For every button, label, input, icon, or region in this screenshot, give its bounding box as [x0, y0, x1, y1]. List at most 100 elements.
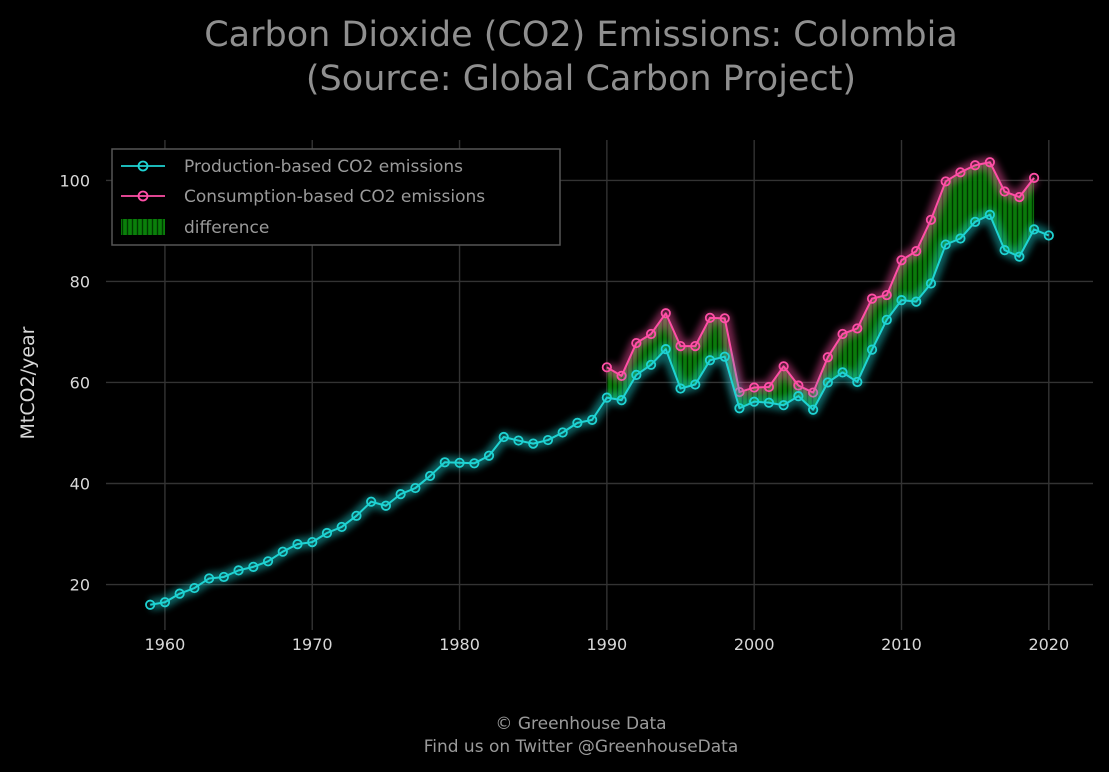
footer-copyright: © Greenhouse Data	[495, 714, 666, 734]
production-point	[837, 367, 848, 378]
legend-label-difference: difference	[184, 218, 269, 238]
production-point	[601, 392, 612, 403]
consumption-point	[601, 362, 612, 373]
consumption-point	[1014, 191, 1025, 203]
consumption-point	[763, 381, 775, 393]
consumption-point	[837, 328, 848, 340]
consumption-point	[822, 352, 833, 363]
production-point	[587, 414, 598, 425]
consumption-point	[896, 255, 907, 266]
production-point	[469, 458, 480, 469]
production-point	[159, 597, 171, 608]
production-point	[822, 377, 833, 388]
legend-entry-consumption: Consumption-based CO2 emissions	[121, 187, 485, 207]
production-point	[336, 521, 347, 533]
production-point	[557, 427, 568, 438]
legend-label-production: Production-based CO2 emissions	[184, 157, 463, 177]
production-point	[955, 233, 966, 244]
consumption-point	[970, 160, 981, 171]
consumption-point	[616, 370, 627, 382]
production-point	[248, 561, 259, 572]
production-point	[513, 435, 524, 446]
production-point	[866, 344, 878, 355]
legend-label-consumption: Consumption-based CO2 emissions	[184, 187, 485, 207]
legend: Production-based CO2 emissions Consumpti…	[111, 148, 561, 246]
production-point	[439, 457, 450, 468]
y-axis-label: MtCO2/year	[17, 326, 39, 439]
production-point	[395, 489, 406, 500]
consumption-point	[1028, 172, 1040, 183]
production-point	[351, 510, 362, 521]
production-point	[483, 450, 495, 461]
consumption-point	[999, 186, 1010, 197]
production-point	[970, 216, 981, 227]
consumption-point	[911, 246, 922, 257]
y-tick-label: 40	[70, 475, 90, 494]
x-tick-label: 2000	[734, 635, 775, 654]
chart-subtitle: (Source: Global Carbon Project)	[306, 59, 856, 99]
legend-consumption-marker	[137, 190, 149, 202]
production-point	[424, 470, 436, 482]
production-point	[262, 556, 274, 567]
consumption-line	[606, 161, 1035, 394]
production-point	[645, 359, 657, 370]
production-point	[881, 314, 892, 325]
consumption-point	[645, 328, 657, 340]
footer-twitter: Find us on Twitter @GreenhouseData	[424, 737, 739, 757]
production-point	[778, 400, 789, 411]
production-point	[1014, 251, 1025, 262]
production-point	[454, 457, 465, 468]
production-point	[321, 527, 333, 539]
production-point	[690, 379, 701, 390]
production-point	[366, 496, 377, 507]
y-tick-label: 80	[70, 272, 90, 291]
consumption-point	[675, 341, 686, 352]
x-tick-label: 2020	[1028, 635, 1069, 654]
legend-frame	[111, 148, 561, 246]
production-point	[616, 395, 627, 406]
legend-production-marker	[137, 160, 149, 172]
consumption-point	[881, 289, 892, 301]
production-point	[498, 431, 509, 443]
legend-difference-patch	[121, 219, 165, 235]
production-point	[542, 434, 554, 446]
x-tick-label: 1990	[587, 635, 628, 654]
consumption-point	[852, 323, 863, 334]
production-point	[660, 344, 671, 355]
legend-entry-production: Production-based CO2 emissions	[121, 157, 463, 177]
production-point	[793, 391, 804, 402]
production-point	[925, 278, 937, 289]
consumption-point	[749, 382, 760, 393]
y-tick-label: 20	[70, 576, 90, 595]
consumption-point	[778, 361, 789, 372]
consumption-point	[925, 214, 937, 225]
x-tick-label: 2010	[881, 635, 922, 654]
production-point	[204, 573, 215, 584]
production-point	[852, 376, 863, 388]
production-point	[410, 482, 421, 494]
production-point	[380, 500, 391, 511]
consumption-point	[793, 380, 804, 391]
production-point	[233, 565, 244, 576]
consumption-point	[719, 313, 730, 324]
y-tick-label: 100	[59, 171, 90, 190]
production-point	[940, 239, 951, 250]
consumption-point	[866, 293, 878, 304]
production-point	[675, 383, 686, 394]
production-point	[292, 539, 303, 550]
production-point	[719, 351, 730, 362]
consumption-point	[955, 167, 966, 178]
production-point	[808, 404, 819, 415]
production-point	[984, 209, 995, 220]
legend-entry-difference: difference	[121, 218, 269, 238]
production-point	[734, 403, 745, 414]
x-tick-label: 1960	[145, 635, 186, 654]
consumption-point	[704, 312, 716, 323]
production-point	[572, 417, 583, 428]
production-point	[218, 571, 229, 583]
production-point	[704, 355, 716, 366]
production-point	[277, 546, 288, 557]
consumption-point	[690, 341, 701, 352]
production-point	[763, 397, 775, 408]
